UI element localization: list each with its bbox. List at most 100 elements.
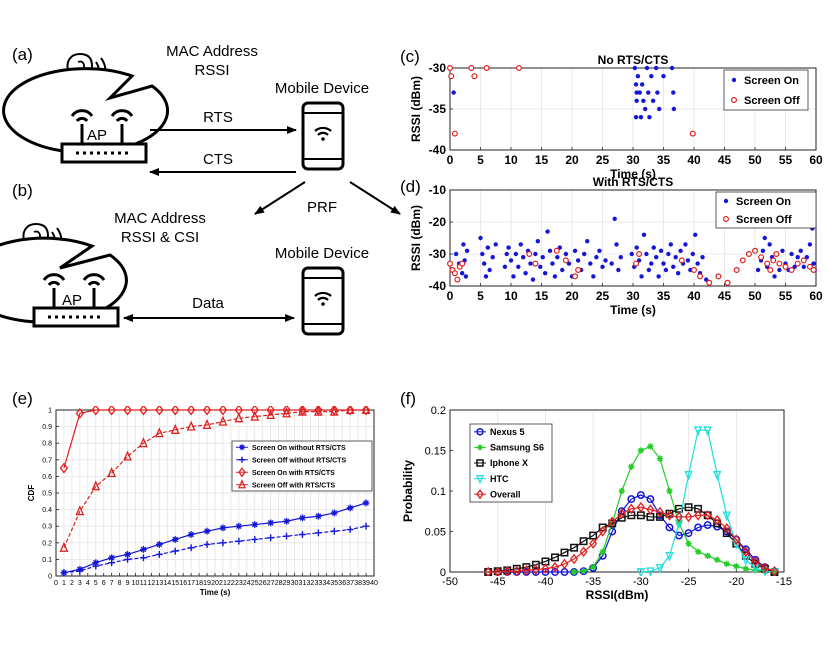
series-marker	[579, 546, 588, 558]
series-marker	[203, 527, 211, 535]
chart-d: (d) 0 5 10 15 20 25 30 35 40 45 50 55 60 -10 -20 -30 -40 T…	[400, 175, 823, 317]
scatter-point	[780, 248, 785, 253]
series-marker	[250, 406, 259, 416]
y-axis-title: RSSI (dBm)	[409, 76, 423, 142]
series-line	[488, 506, 775, 573]
series-marker	[722, 522, 731, 534]
x-tick-label: 7	[110, 580, 114, 587]
series-marker	[627, 495, 636, 504]
x-tick-label: 9	[126, 580, 130, 587]
x-tick-label: 15	[535, 153, 549, 167]
x-tick-label: -50	[442, 576, 458, 588]
prf-arrow-left	[254, 181, 306, 215]
series-marker	[299, 514, 306, 522]
data-layer	[59, 406, 371, 577]
scatter-point	[460, 271, 465, 276]
x-tick-label: -45	[490, 576, 506, 588]
series-line	[640, 429, 775, 573]
scatter-point	[481, 261, 487, 266]
scatter-point	[530, 277, 536, 282]
legend: Screen On Screen Off	[715, 191, 817, 229]
scatter-point	[528, 261, 533, 266]
series-marker	[512, 564, 521, 573]
scatter-point	[762, 235, 767, 241]
series-marker	[551, 568, 559, 576]
scatter-point	[715, 273, 722, 280]
series-marker	[298, 406, 307, 416]
y-tick-label: 0.6	[42, 474, 52, 481]
series-marker	[219, 539, 227, 547]
panel-label: (c)	[400, 47, 420, 66]
scatter-point	[550, 261, 555, 266]
scatter-point	[770, 257, 777, 264]
scatter-point	[669, 65, 675, 71]
series-marker	[647, 443, 654, 450]
series-marker	[703, 521, 712, 529]
series-marker	[732, 534, 741, 545]
panel-label: (f)	[400, 389, 416, 408]
chart-e: (e)0 1 2 3 4 5 6 7 8 9 10 11 12 13 14 15 16 17 18 19 20 21 22 2…	[12, 389, 378, 597]
series-marker	[139, 437, 148, 448]
series-marker	[282, 407, 291, 418]
series-marker	[283, 517, 290, 525]
series-marker	[330, 509, 338, 517]
series-marker	[186, 420, 196, 431]
series-marker	[155, 541, 163, 548]
x-tick-label: 15	[535, 289, 549, 303]
scatter-point	[515, 64, 522, 71]
series-marker	[282, 406, 291, 416]
series-marker	[362, 499, 370, 507]
series-marker	[703, 510, 712, 521]
legend-box	[231, 440, 373, 492]
scatter-point	[575, 267, 582, 274]
scatter-point	[490, 255, 495, 260]
series-marker	[361, 406, 371, 416]
ap-label-b: AP	[62, 292, 82, 309]
series-marker	[219, 524, 227, 532]
scatter-point	[634, 98, 639, 104]
bubble-a-line1: MAC Address	[166, 43, 258, 60]
x-tick-label: 6	[102, 580, 106, 587]
chart-title: No RTS/CTS	[598, 53, 669, 67]
x-tick-label: 16	[179, 580, 187, 587]
scatter-point	[639, 82, 645, 87]
x-tick-label: 21	[219, 580, 227, 587]
scatter-point	[547, 248, 553, 253]
x-tick-label: 10	[132, 580, 140, 587]
x-tick-label: 36	[338, 580, 346, 587]
series-marker	[218, 406, 228, 416]
series-marker	[92, 562, 100, 570]
series-marker	[493, 566, 502, 576]
x-tick-label: 17	[187, 580, 195, 587]
series-marker	[570, 568, 578, 576]
x-tick-label: 55	[779, 289, 793, 303]
scatter-point	[526, 251, 533, 258]
phone-icon-b	[301, 266, 345, 336]
scatter-point	[690, 267, 697, 274]
scatter-point	[739, 257, 746, 264]
scatter-point	[794, 260, 801, 267]
legend-marker	[730, 96, 737, 103]
scatter-point	[451, 270, 458, 277]
series-marker	[608, 516, 617, 528]
panel-label: (e)	[12, 389, 33, 408]
rts-label: RTS	[203, 109, 233, 126]
scatter-point	[542, 271, 548, 276]
y-tick-label: 0.1	[431, 486, 446, 498]
legend-box	[723, 69, 809, 111]
x-tick-label: 0	[54, 580, 58, 587]
series-marker	[314, 529, 322, 537]
scatter-point	[649, 261, 654, 266]
scatter-point	[540, 255, 545, 260]
x-tick-label: -15	[776, 576, 792, 588]
series-marker	[329, 406, 339, 416]
series-marker	[250, 410, 260, 421]
series-marker	[617, 508, 626, 519]
scatter-point	[755, 267, 761, 273]
series-marker	[202, 418, 212, 429]
series-marker	[541, 563, 550, 575]
x-tick-label: -40	[537, 576, 553, 588]
scatter-point	[600, 264, 605, 269]
legend-box	[715, 191, 817, 229]
series-marker	[170, 423, 180, 434]
